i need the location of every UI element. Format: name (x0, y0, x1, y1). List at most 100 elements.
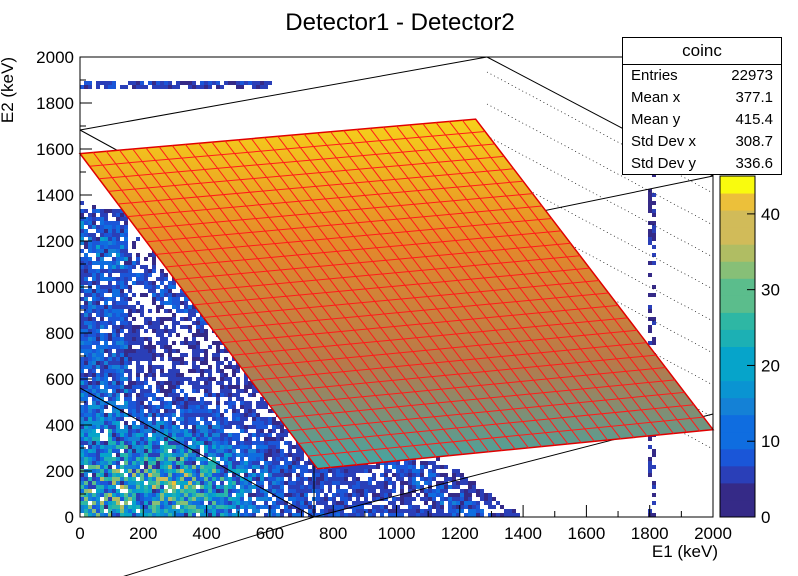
heatmap-cell (140, 305, 144, 309)
heatmap-cell (132, 509, 136, 513)
heatmap-cell (184, 305, 188, 309)
heatmap-cell (132, 337, 136, 341)
heatmap-cell (260, 405, 264, 409)
heatmap-cell (188, 509, 192, 513)
heatmap-cell (204, 465, 208, 469)
heatmap-cell (180, 509, 184, 513)
heatmap-cell (416, 509, 420, 513)
heatmap-cell (188, 81, 192, 85)
heatmap-cell (176, 305, 180, 309)
heatmap-cell (344, 481, 348, 485)
heatmap-cell (652, 201, 656, 205)
heatmap-cell (116, 497, 120, 501)
heatmap-cell (116, 213, 120, 217)
heatmap-cell (120, 289, 124, 293)
heatmap-cell (252, 425, 256, 429)
heatmap-cell (92, 241, 96, 245)
heatmap-cell (296, 505, 300, 509)
heatmap-cell (168, 345, 172, 349)
heatmap-cell (80, 349, 84, 353)
heatmap-cell (104, 245, 108, 249)
heatmap-cell (248, 501, 252, 505)
heatmap-cell (200, 321, 204, 325)
heatmap-cell (180, 353, 184, 357)
heatmap-cell (92, 453, 96, 457)
heatmap-cell (360, 509, 364, 513)
heatmap-cell (236, 489, 240, 493)
heatmap-cell (92, 365, 96, 369)
heatmap-cell (180, 397, 184, 401)
heatmap-cell (220, 501, 224, 505)
heatmap-cell (152, 457, 156, 461)
heatmap-cell (108, 349, 112, 353)
heatmap-cell (156, 397, 160, 401)
heatmap-cell (92, 289, 96, 293)
heatmap-cell (460, 481, 464, 485)
heatmap-cell (140, 357, 144, 361)
heatmap-cell (84, 289, 88, 293)
heatmap-cell (192, 313, 196, 317)
heatmap-cell (88, 281, 92, 285)
heatmap-cell (88, 341, 92, 345)
heatmap-cell (104, 501, 108, 505)
heatmap-cell (220, 381, 224, 385)
heatmap-cell (96, 345, 100, 349)
heatmap-cell (196, 377, 200, 381)
heatmap-cell (88, 237, 92, 241)
heatmap-cell (272, 485, 276, 489)
heatmap-cell (156, 389, 160, 393)
plane-grid-line (316, 132, 556, 446)
heatmap-cell (84, 441, 88, 445)
heatmap-cell (388, 477, 392, 481)
heatmap-cell (92, 209, 96, 213)
heatmap-cell (200, 497, 204, 501)
heatmap-cell (92, 437, 96, 441)
heatmap-cell (260, 469, 264, 473)
heatmap-cell (100, 485, 104, 489)
heatmap-cell (108, 473, 112, 477)
heatmap-cell (120, 357, 124, 361)
heatmap-cell (152, 325, 156, 329)
heatmap-cell (140, 345, 144, 349)
heatmap-cell (140, 409, 144, 413)
heatmap-cell (152, 357, 156, 361)
stats-box: coinc Entries 22973 Mean x 377.1 Mean y … (622, 37, 782, 175)
heatmap-cell (124, 413, 128, 417)
heatmap-cell (268, 429, 272, 433)
heatmap-cell (200, 425, 204, 429)
stats-value: 336.6 (735, 155, 773, 172)
heatmap-cell (252, 501, 256, 505)
heatmap-cell (100, 321, 104, 325)
heatmap-cell (252, 453, 256, 457)
heatmap-cell (168, 409, 172, 413)
heatmap-cell (284, 501, 288, 505)
heatmap-cell (252, 441, 256, 445)
heatmap-cell (248, 453, 252, 457)
heatmap-cell (396, 473, 400, 477)
heatmap-cell (204, 409, 208, 413)
heatmap-cell (136, 281, 140, 285)
heatmap-cell (212, 393, 216, 397)
heatmap-cell (132, 505, 136, 509)
heatmap-cell (268, 497, 272, 501)
heatmap-cell (128, 513, 132, 517)
heatmap-cell (380, 493, 384, 497)
heatmap-cell (244, 453, 248, 457)
heatmap-cell (440, 485, 444, 489)
plane-grid-line (241, 329, 638, 369)
heatmap-cell (276, 477, 280, 481)
heatmap-cell (96, 313, 100, 317)
heatmap-cell (112, 265, 116, 269)
heatmap-cell (132, 353, 136, 357)
heatmap-cell (316, 469, 320, 473)
heatmap-cell (256, 473, 260, 477)
heatmap-cell (296, 473, 300, 477)
heatmap-cell (144, 433, 148, 437)
heatmap-cell (104, 493, 108, 497)
heatmap-cell (452, 473, 456, 477)
heatmap-cell (236, 461, 240, 465)
heatmap-cell (228, 461, 232, 465)
heatmap-cell (424, 513, 428, 517)
heatmap-cell (192, 429, 196, 433)
heatmap-cell (92, 461, 96, 465)
